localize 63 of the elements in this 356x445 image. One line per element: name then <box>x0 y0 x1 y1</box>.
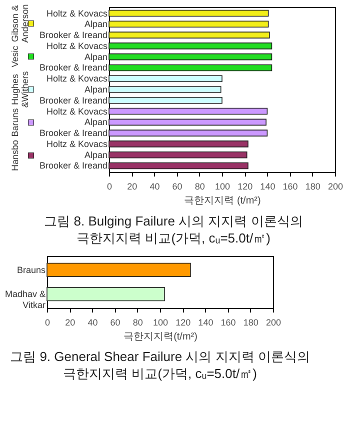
x-tick-label: 0 <box>106 182 112 192</box>
x-tick-label: 140 <box>260 182 276 192</box>
x-tick-label: 100 <box>214 182 230 192</box>
y-tick-label: Holtz & Kovacs <box>46 40 108 51</box>
y-tick-label: Madhav & Vitkar <box>4 289 46 310</box>
legend-label: Hughes &Withers <box>10 70 30 108</box>
y-tick-label: Alpan <box>84 84 108 94</box>
x-tick-label: 60 <box>110 318 120 328</box>
y-tick-label: Alpan <box>84 150 108 160</box>
legend-label: Baruns <box>10 108 20 137</box>
bar <box>108 162 248 170</box>
y-tick-label: Alpan <box>84 52 108 62</box>
y-tick-label: Brooker & Ireand <box>39 128 108 138</box>
text: 그림 9. General Shear Failure 시의 지지력 이론식의 극한지지력 비교(가덕, cᵤ=5.0t/㎡) <box>10 349 310 381</box>
text: 그림 8. Bulging Failure 시의 지지력 이론식의 극한지지력 비교(가덕, cᵤ=5.0t/㎡) <box>44 214 303 246</box>
y-tick-label: Holtz & Kovacs <box>46 106 108 116</box>
legend-label: Vesic <box>10 45 20 68</box>
x-tick-label: 180 <box>305 182 320 192</box>
bar <box>108 53 272 60</box>
bar <box>108 151 248 158</box>
x-tick-label: 160 <box>220 318 236 328</box>
y-tick-label: Brooker & Ireand <box>39 30 108 40</box>
x-tick-label: 180 <box>243 318 258 328</box>
x-tick-label: 120 <box>176 318 191 328</box>
bar <box>108 10 269 17</box>
y-tick-label: Holtz & Kovacs <box>46 8 108 18</box>
x-tick-label: 120 <box>238 182 253 192</box>
bar <box>108 108 268 115</box>
bar <box>108 32 270 38</box>
bar <box>108 75 222 82</box>
x-tick-label: 200 <box>328 182 344 192</box>
y-tick-label: Brauns <box>16 264 46 275</box>
x-tick-label: 20 <box>65 318 76 328</box>
y-tick-label: Brooker & Ireand <box>39 160 108 171</box>
x-tick-label: 80 <box>132 318 143 328</box>
legend-label: Gibson & Anderson <box>10 4 30 43</box>
bar <box>108 64 272 72</box>
bar <box>108 42 272 50</box>
x-tick-label: 100 <box>152 318 168 328</box>
bar <box>108 140 248 148</box>
y-tick-label: Alpan <box>84 19 108 30</box>
bar <box>108 20 269 28</box>
x-tick-label: 60 <box>172 182 182 192</box>
bar <box>108 118 266 126</box>
bar <box>108 130 268 136</box>
y-tick-label: Brooker & Ireand <box>39 62 108 73</box>
bar <box>108 96 222 104</box>
x-axis-title: 극한지지력(t/m²) <box>124 332 198 342</box>
legend-label: Hansbo <box>10 140 20 172</box>
x-tick-label: 200 <box>266 318 282 328</box>
x-tick-label: 40 <box>88 318 98 328</box>
x-tick-label: 20 <box>127 182 138 192</box>
y-tick-label: Holtz & Kovacs <box>46 74 108 84</box>
bar <box>108 86 222 93</box>
x-tick-label: 160 <box>282 182 298 192</box>
x-tick-label: 80 <box>194 182 205 192</box>
x-tick-label: 140 <box>198 318 214 328</box>
x-tick-label: 0 <box>44 318 50 328</box>
x-axis-title: 극한지지력 (t/m²) <box>184 196 261 206</box>
y-tick-label: Alpan <box>84 117 108 128</box>
y-tick-label: Brooker & Ireand <box>39 95 108 106</box>
y-tick-label: Holtz & Kovacs <box>46 138 108 149</box>
x-tick-label: 40 <box>150 182 160 192</box>
